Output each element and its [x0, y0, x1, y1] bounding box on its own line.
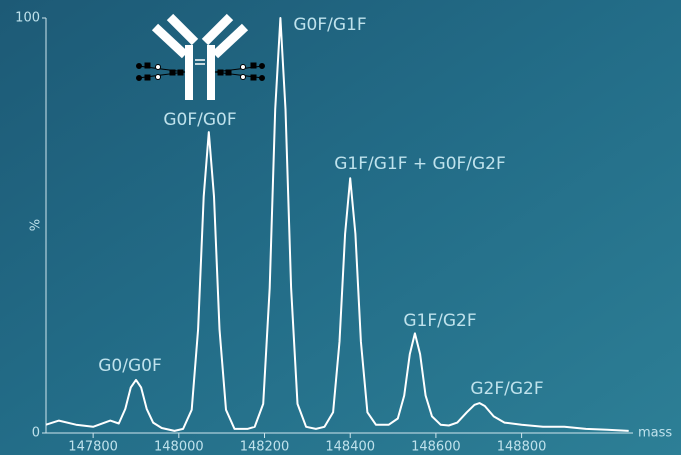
x-tick-label: 147800 — [68, 440, 118, 455]
spectrum-line — [45, 17, 629, 432]
x-tick-label: 148400 — [325, 440, 375, 455]
peak-label: G2F/G2F — [470, 379, 543, 399]
x-tick-label: 148800 — [497, 440, 547, 455]
peak-label: G1F/G1F + G0F/G2F — [334, 154, 506, 174]
peak-label: G0F/G0F — [163, 110, 236, 130]
peak-label: G0/G0F — [98, 356, 161, 376]
y-tick-label: 0 — [32, 426, 40, 441]
antibody-icon — [136, 13, 265, 100]
y-axis-label: % — [29, 219, 44, 231]
x-tick-label: 148600 — [411, 440, 461, 455]
x-axis-label: mass — [638, 426, 672, 441]
y-tick-label: 100 — [15, 11, 40, 26]
x-tick-label: 148000 — [154, 440, 204, 455]
peak-label: G0F/G1F — [293, 15, 366, 35]
x-tick-label: 148200 — [240, 440, 290, 455]
peak-label: G1F/G2F — [403, 311, 476, 331]
